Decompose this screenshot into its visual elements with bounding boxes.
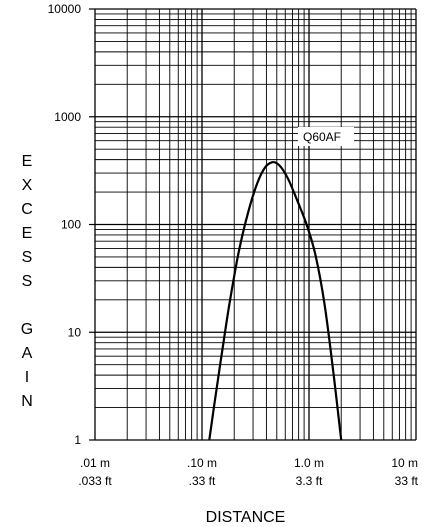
- x-tick-label-m: 1.0 m: [294, 456, 324, 470]
- x-tick-label-m: .10 m: [187, 456, 217, 470]
- y-tick-label: 10: [68, 325, 82, 339]
- series-line-q60af: [208, 160, 343, 441]
- x-tick-label-m: 10 m: [391, 456, 418, 470]
- x-tick-labels: .01 m .033 ft .10 m .33 ft 1.0 m 3.3 ft 10 m 33…: [78, 456, 418, 488]
- x-tick-label-ft: 3.3 ft: [296, 474, 323, 488]
- series-label-box: [298, 127, 354, 146]
- x-tick-label-ft: 33 ft: [395, 474, 419, 488]
- x-tick-label-ft: .33 ft: [189, 474, 216, 488]
- x-tick-label-m: .01 m: [80, 456, 110, 470]
- y-tick-label: 1000: [54, 110, 81, 124]
- y-tick-label: 10000: [48, 2, 82, 16]
- x-tick-label-ft: .033 ft: [78, 474, 112, 488]
- y-tick-label: 100: [61, 218, 81, 232]
- y-tick-labels: 1 10 100 1000 10000: [48, 2, 82, 447]
- plot-grid: [89, 8, 417, 441]
- series-label-q60af: Q60AF: [303, 130, 341, 144]
- y-tick-label: 1: [74, 433, 81, 447]
- x-axis-title: DISTANCE: [206, 509, 286, 526]
